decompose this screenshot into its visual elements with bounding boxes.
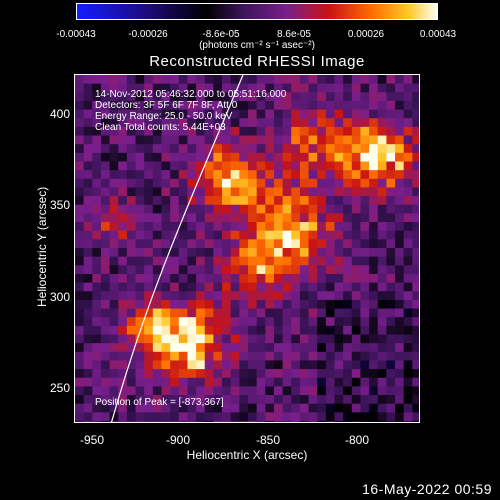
x-tick: -850 [255,433,281,447]
colorbar [76,3,438,20]
info-clean: Clean Total counts: 5.44E+03 [95,122,226,133]
pixel-map [75,75,419,422]
colorbar-tick: -8.6e-05 [202,29,240,40]
info-energy: Energy Range: 25.0 - 50.0 keV [95,111,233,122]
colorbar-tick: 0.00043 [419,29,457,40]
solar-limb-line [110,75,244,422]
colorbar-tick: 0.00026 [347,29,385,40]
colorbar-units: (photons cm⁻² s⁻¹ asec⁻²) [199,40,315,51]
x-tick: -900 [165,433,191,447]
colorbar-tick: -0.00026 [128,29,168,40]
x-axis-label: Heliocentric X (arcsec) [186,448,308,462]
info-time-range: 14-Nov-2012 05:46:32.000 to 05:51:16.000 [95,89,287,100]
x-tick: -950 [79,433,105,447]
y-tick: 300 [49,290,70,304]
image-title: Reconstructed RHESSI Image [149,53,365,70]
y-tick: 350 [49,198,70,212]
y-tick: 250 [49,381,70,395]
timestamp: 16-May-2022 00:59 [362,481,492,497]
colorbar-tick: 8.6e-05 [277,29,311,40]
info-detectors: Detectors: 3F 5F 6F 7F 8F, Att 0 [95,100,238,111]
y-tick: 400 [49,107,70,121]
y-axis-label: Heliocentric Y (arcsec) [35,186,49,307]
x-tick: -800 [344,433,370,447]
colorbar-tick: -0.00043 [56,29,96,40]
rhessi-image: 14-Nov-2012 05:46:32.000 to 05:51:16.000… [74,74,420,423]
peak-position: Position of Peak = [-873,367] [95,397,224,408]
